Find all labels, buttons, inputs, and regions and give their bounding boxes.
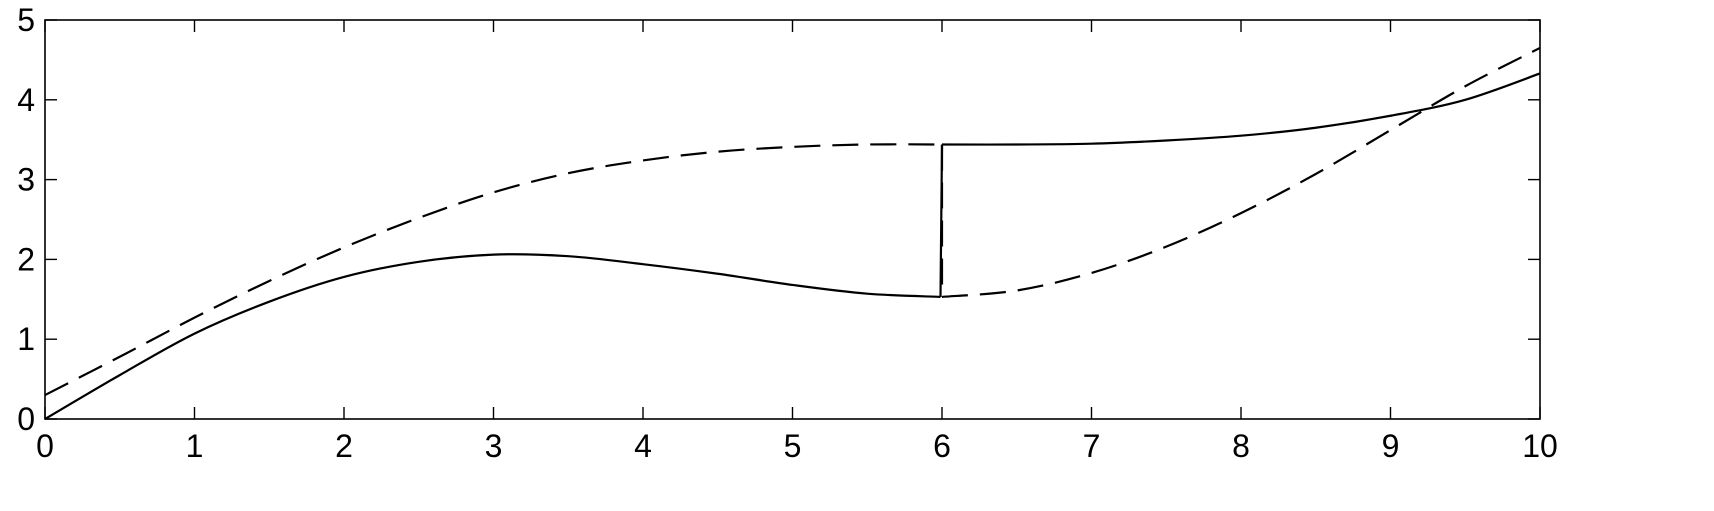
dashed-series-line: [44, 46, 1541, 397]
x-tick-label: 6: [933, 428, 951, 464]
y-tick-label: 3: [17, 162, 35, 198]
y-tick-label: 5: [17, 2, 35, 38]
x-tick-label: 8: [1232, 428, 1250, 464]
y-tick-label: 1: [17, 321, 35, 357]
series-group: [44, 46, 1541, 420]
ticks: [44, 19, 1541, 420]
x-tick-label: 10: [1522, 428, 1558, 464]
x-tick-label: 9: [1382, 428, 1400, 464]
x-tick-label: 2: [335, 428, 353, 464]
plot-frame: [44, 19, 1541, 420]
y-tick-label: 2: [17, 241, 35, 277]
x-tick-label: 1: [186, 428, 204, 464]
x-tick-label: 7: [1083, 428, 1101, 464]
x-tick-label: 3: [485, 428, 503, 464]
y-tick-label: 0: [17, 401, 35, 437]
x-tick-label: 4: [634, 428, 652, 464]
x-tick-label: 0: [36, 428, 54, 464]
y-tick-labels: 0 1 2 3 4 5: [17, 2, 35, 437]
solid-series-line: [44, 72, 1541, 420]
x-tick-label: 5: [784, 428, 802, 464]
x-tick-labels: 0 1 2 3 4 5 6 7 8 9 10: [36, 428, 1558, 464]
y-tick-label: 4: [17, 82, 35, 118]
